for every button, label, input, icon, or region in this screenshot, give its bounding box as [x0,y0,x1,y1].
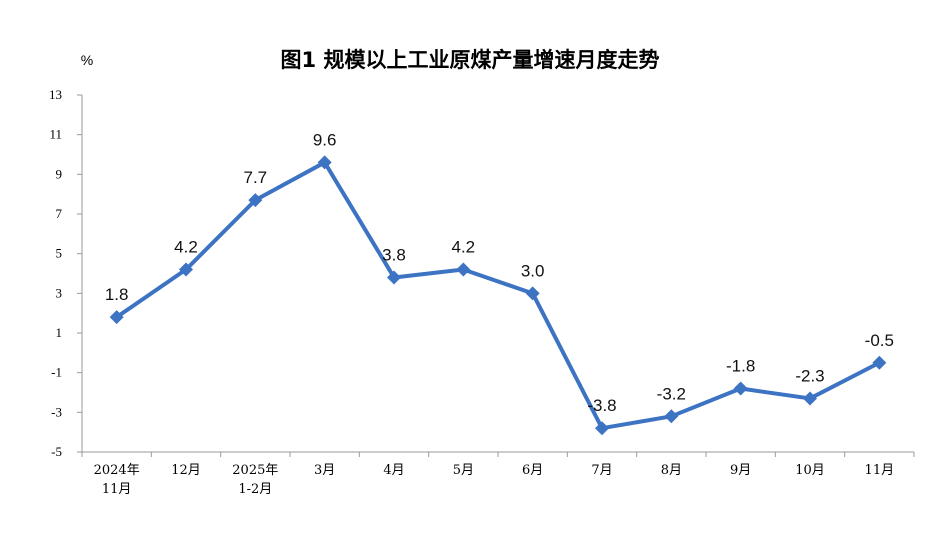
chart-title: 图1 规模以上工业原煤产量增速月度走势 [281,48,660,72]
series-line [114,160,882,431]
data-point-marker [733,381,748,396]
data-point-marker [595,421,609,436]
y-tick-label: 9 [56,166,63,181]
x-tick-label-line: 6月 [522,463,543,478]
data-point-marker [456,262,471,277]
series-group [109,155,887,436]
data-point-marker [109,310,124,325]
x-tick-label-line: 2024年 [94,463,140,478]
x-tick-label-line: 7月 [591,463,612,478]
y-tick-label: 3 [56,285,63,300]
x-tick-label: 3月 [314,463,335,478]
data-label: -0.5 [865,331,894,350]
data-point-marker [803,391,817,406]
x-tick-label: 5月 [453,463,474,478]
data-label: 3.0 [521,261,545,280]
x-tick-label: 9月 [730,463,751,478]
data-point-marker [664,409,679,424]
data-point-marker [387,270,401,285]
data-point-marker [179,262,193,277]
x-tick-label-line: 4月 [383,463,404,478]
data-label: 4.2 [174,238,198,257]
data-label: 3.8 [382,245,406,264]
y-tick-label: 7 [56,206,63,221]
data-label: -2.3 [795,366,824,385]
y-tick-label: 13 [49,87,62,102]
y-tick-label: -5 [51,444,62,459]
y-tick-label: 11 [49,127,62,142]
y-tick-label: 5 [56,246,63,261]
x-tick-label: 6月 [522,463,543,478]
x-tick-label-line: 2025年 [232,463,278,478]
data-label: 4.2 [452,238,476,257]
x-tick-label: 2025年 1-2月 [232,463,278,497]
y-tick-label: -3 [51,404,62,419]
data-labels-group: 1.8 4.2 7.7 9.6 3.8 4.2 3.0 -3.8 -3.2 -1.8 -2.3 -0.… [105,130,894,415]
x-tick-label-line: 12月 [171,463,201,478]
x-tick-label-line: 3月 [314,463,335,478]
data-point-marker [317,155,332,170]
x-tick-label-line: 9月 [730,463,751,478]
x-tick-label: 12月 [171,463,201,478]
x-tick-label: 7月 [591,463,612,478]
data-label: 1.8 [105,285,129,304]
x-tick-label: 11月 [865,463,895,478]
x-tick-label-line: 1-2月 [238,482,272,497]
x-tick-label-line: 5月 [453,463,474,478]
x-tick-label: 4月 [383,463,404,478]
y-axis-unit-label: % [81,52,93,68]
x-tick-label-line: 11月 [102,482,132,497]
y-tick-label: 1 [56,325,63,340]
y-tick-label: -1 [51,365,62,380]
data-label: -3.2 [657,384,686,403]
x-tick-label: 10月 [795,463,825,478]
data-point-marker [872,355,887,370]
x-tick-label-line: 11月 [865,463,895,478]
data-point-marker [248,193,263,208]
data-label: -3.8 [587,396,616,415]
data-label: 9.6 [313,130,337,149]
data-point-marker [525,286,540,301]
data-label: -1.8 [726,357,755,376]
x-tick-label: 2024年 11月 [94,463,140,497]
axes-group: 13 11 9 7 5 3 1 -1 -3 -5 2024年 11月 12月 2025年 1-2月 3月 4月 5… [49,87,915,497]
x-tick-label-line: 8月 [661,463,682,478]
x-tick-label: 8月 [661,463,682,478]
x-tick-label-line: 10月 [795,463,825,478]
data-label: 7.7 [244,168,268,187]
